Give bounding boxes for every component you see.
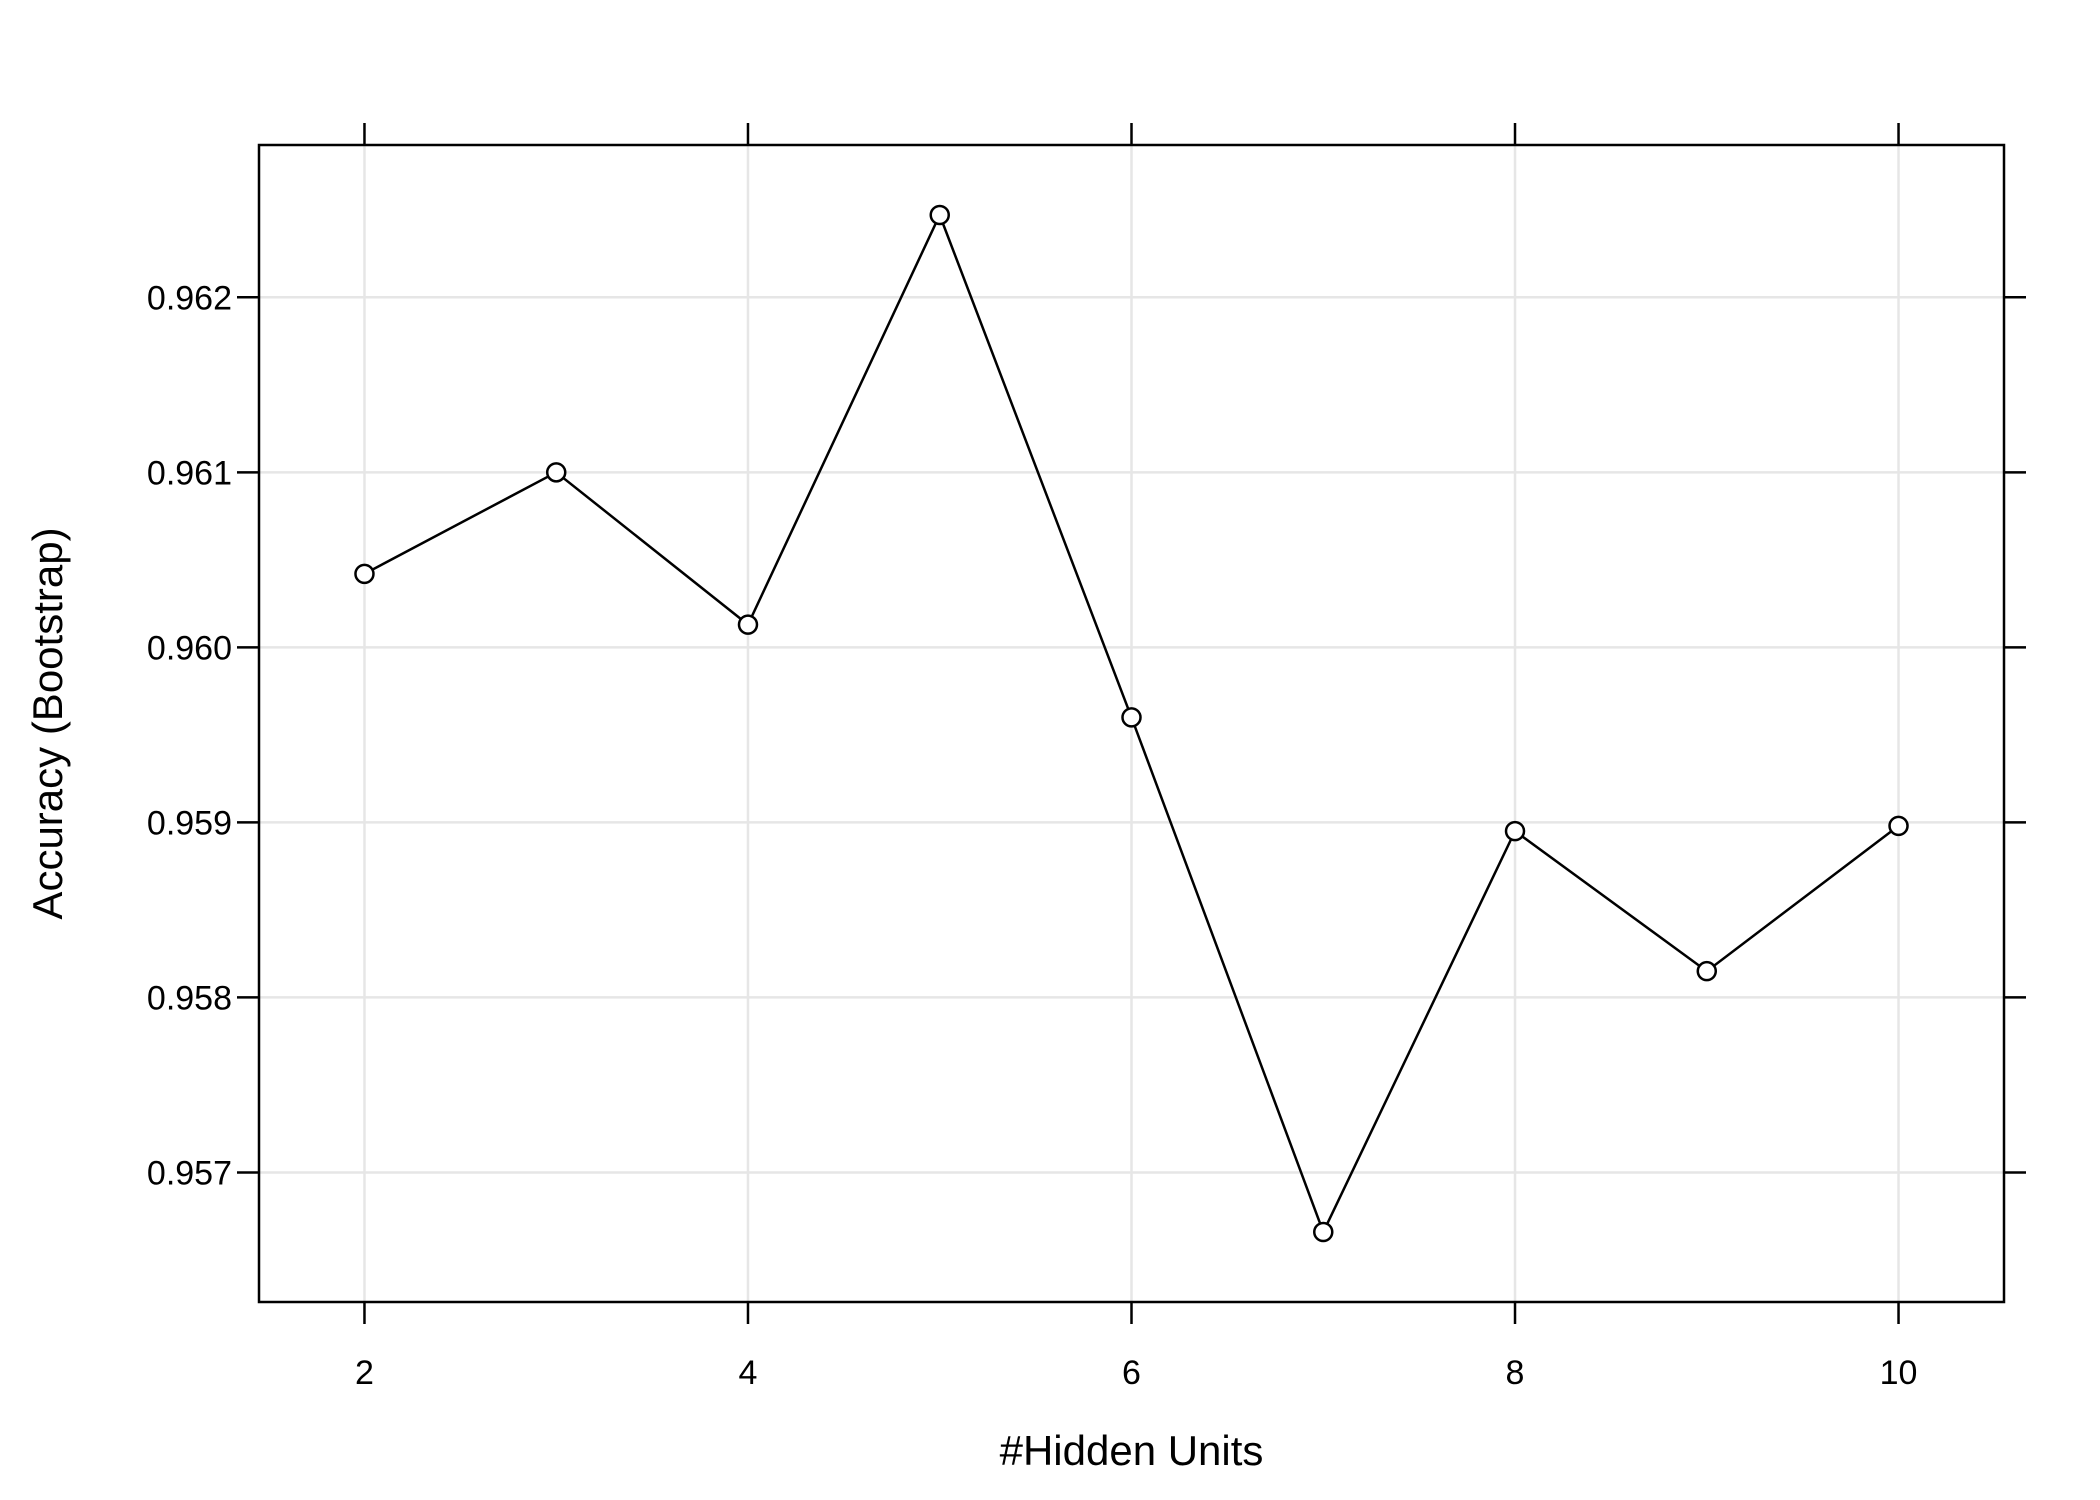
data-point	[545, 462, 567, 483]
y-tick-label: 0.958	[147, 979, 232, 1017]
data-point	[929, 204, 950, 226]
y-tick-label: 0.962	[147, 279, 232, 317]
x-tick-label: 2	[355, 1354, 374, 1392]
data-point	[1313, 1221, 1334, 1243]
data-point	[1504, 820, 1526, 842]
y-tick-label: 0.957	[147, 1154, 232, 1192]
x-tick-label: 8	[1506, 1354, 1525, 1392]
x-axis-title: #Hidden Units	[1000, 1427, 1264, 1474]
grid-lines	[259, 145, 2004, 1302]
axis-ticks	[237, 123, 2026, 1324]
data-point	[737, 614, 759, 635]
tick-labels: 2 4 6 8 10 0.957 0.958 0.959 0.960 0.961 0.962	[147, 279, 1918, 1392]
data-point	[1888, 815, 1909, 837]
y-axis-title: Accuracy (Bootstrap)	[24, 527, 71, 919]
data-point	[354, 563, 375, 585]
data-point	[1696, 960, 1718, 982]
data-points	[354, 204, 1909, 1243]
x-tick-label: 6	[1122, 1354, 1141, 1392]
y-tick-label: 0.960	[147, 629, 232, 667]
y-tick-label: 0.961	[147, 454, 232, 492]
x-tick-label: 4	[739, 1354, 758, 1392]
x-tick-label: 10	[1880, 1354, 1918, 1392]
data-point	[1121, 707, 1142, 728]
y-tick-label: 0.959	[147, 804, 232, 842]
